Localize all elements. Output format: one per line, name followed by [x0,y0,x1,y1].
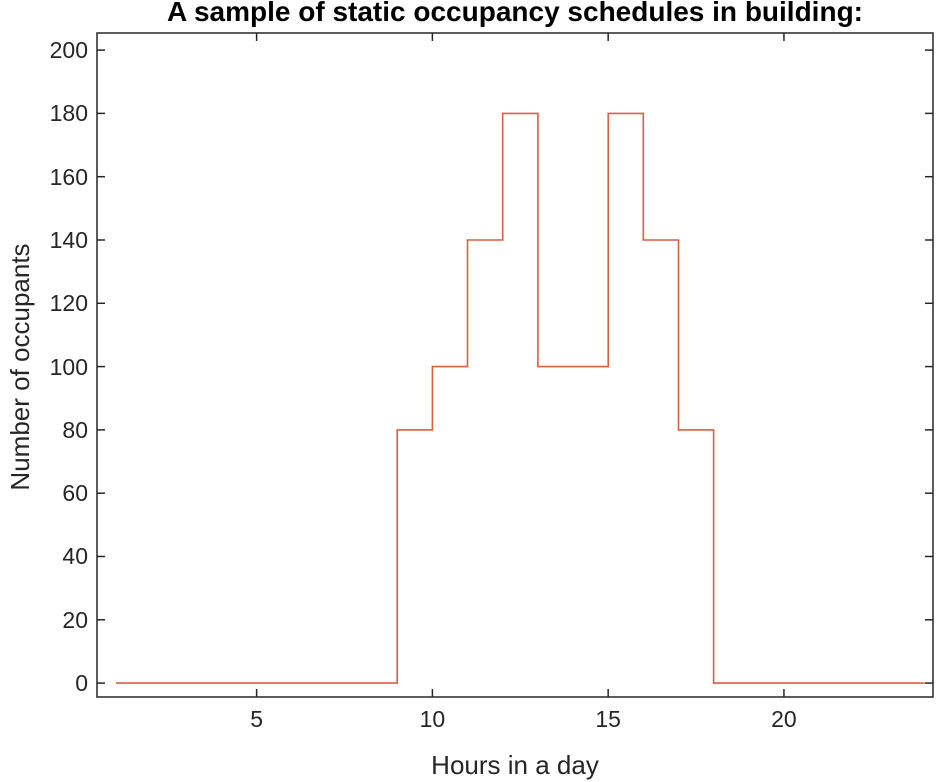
y-tick-label: 120 [49,290,88,317]
axes-box [96,32,934,698]
x-tick-label: 10 [419,706,446,732]
x-tick-label: 15 [595,706,621,732]
y-tick-label: 200 [49,37,88,64]
x-tick-labels: 5 10 15 20 [0,706,944,736]
stairs-line [116,112,925,684]
y-tick-label: 20 [62,606,88,633]
x-tick-label: 20 [771,706,797,732]
y-tick-label: 60 [62,480,88,507]
y-tick-label: 140 [49,226,88,253]
chart-title: A sample of static occupancy schedules i… [167,0,863,27]
y-tick-label: 160 [49,163,88,190]
y-tick-labels: 0 20 40 60 80 100 120 140 160 180 200 [0,0,88,782]
x-axis-label: Hours in a day [431,750,599,780]
x-tick-label: 5 [250,706,263,732]
y-tick-label: 80 [62,416,88,443]
y-tick-label: 180 [49,100,88,127]
y-tick-label: 100 [49,353,88,380]
y-tick-label: 40 [62,543,88,570]
y-tick-label: 0 [75,670,88,697]
